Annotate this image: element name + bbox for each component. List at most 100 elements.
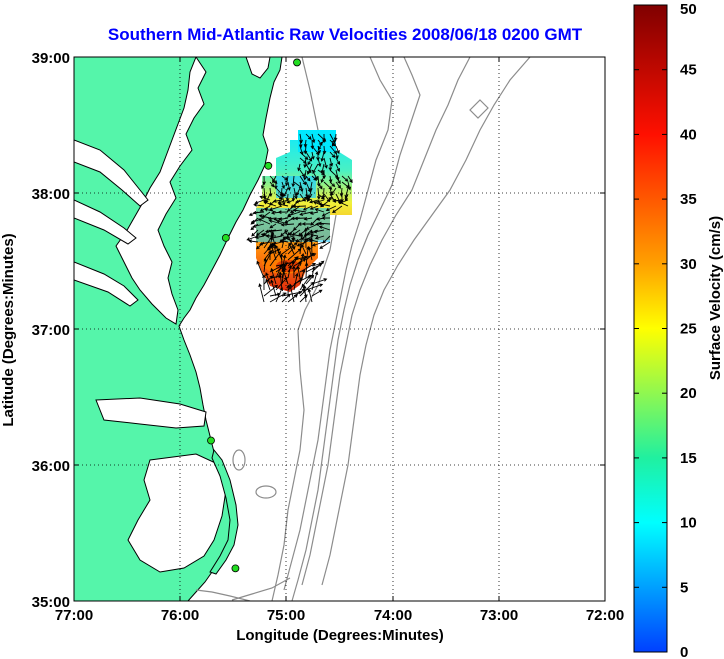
velocity-vector-arrow bbox=[248, 239, 259, 243]
velocity-vector-arrow bbox=[299, 181, 304, 193]
y-tick-label: 37:00 bbox=[32, 322, 70, 339]
velocity-vector-arrow bbox=[292, 265, 296, 279]
velocity-vector-arrow bbox=[337, 200, 349, 207]
velocity-vector-arrow bbox=[311, 241, 325, 247]
x-tick-label: 72:00 bbox=[586, 607, 624, 624]
plot-area bbox=[74, 57, 605, 601]
velocity-vector-arrow bbox=[280, 222, 295, 227]
velocity-vector-arrow bbox=[298, 139, 303, 149]
velocity-vector-arrow bbox=[335, 157, 341, 165]
velocity-vector-arrow bbox=[311, 175, 318, 181]
velocity-vector-arrow bbox=[292, 204, 307, 209]
albemarle-sound bbox=[95, 397, 207, 429]
velocity-vector-arrow bbox=[281, 181, 286, 190]
velocity-vector-arrow bbox=[317, 145, 321, 154]
velocity-vector-arrow bbox=[291, 193, 296, 202]
y-tick-label: 36:00 bbox=[32, 458, 70, 475]
velocity-vector-arrow bbox=[284, 229, 295, 249]
velocity-vector-arrow bbox=[270, 279, 277, 297]
velocity-cell-top bbox=[298, 130, 336, 152]
velocity-vector-arrow bbox=[323, 193, 331, 203]
velocity-vector-arrow bbox=[263, 200, 277, 207]
velocity-vector-arrow bbox=[302, 205, 313, 211]
velocity-vector-arrow bbox=[341, 181, 350, 189]
velocity-vector-arrow bbox=[304, 262, 309, 279]
x-axis: 77:00 76:00 75:00 74:00 73:00 72:00 Long… bbox=[55, 57, 624, 644]
radar-station-marker bbox=[221, 233, 230, 242]
velocity-vector-arrow bbox=[320, 151, 325, 162]
y-axis-label: Latitude (Degrees:Minutes) bbox=[0, 233, 17, 426]
velocity-vector-arrow bbox=[335, 181, 342, 189]
velocity-vector-arrow bbox=[277, 202, 289, 207]
colorbar-tick-label: 30 bbox=[680, 256, 697, 273]
velocity-vector-arrow bbox=[287, 264, 292, 279]
velocity-vector-arrow bbox=[305, 175, 311, 182]
velocity-vector-arrow bbox=[332, 205, 343, 214]
velocity-vector-arrow bbox=[303, 157, 307, 169]
x-tick-label: 74:00 bbox=[374, 607, 412, 624]
velocity-vector-arrow bbox=[316, 187, 321, 200]
velocity-vector-arrow bbox=[306, 193, 313, 202]
velocity-vector-arrow bbox=[305, 133, 312, 140]
velocity-vector-arrow bbox=[287, 248, 302, 261]
velocity-vector-arrow bbox=[269, 248, 281, 255]
y-tick-label: 35:00 bbox=[32, 594, 70, 611]
colorbar-tick-label: 15 bbox=[680, 450, 697, 467]
velocity-vector-arrow bbox=[262, 274, 266, 291]
delaware-bay bbox=[245, 57, 271, 79]
velocity-vector-arrow bbox=[313, 229, 325, 234]
velocity-vector-arrow bbox=[307, 288, 313, 303]
outer-banks bbox=[209, 448, 239, 575]
velocity-vector-arrow bbox=[302, 284, 307, 303]
colorbar-tick-label: 35 bbox=[680, 191, 697, 208]
velocity-vector-arrow bbox=[299, 169, 306, 178]
velocity-vector-arrow bbox=[283, 187, 289, 198]
grid-lines bbox=[74, 57, 605, 601]
x-tick-label: 76:00 bbox=[161, 607, 199, 624]
york-james-rivers bbox=[74, 261, 139, 307]
velocity-vector-arrow bbox=[281, 242, 298, 255]
velocity-vector-arrow bbox=[281, 236, 286, 249]
velocity-vector-arrow bbox=[258, 283, 265, 303]
y-tick-label: 38:00 bbox=[32, 186, 70, 203]
velocity-vector-arrow bbox=[303, 196, 313, 201]
velocity-vector-arrow bbox=[277, 210, 289, 214]
velocity-vector-arrow bbox=[299, 175, 307, 186]
velocity-vector-arrow bbox=[279, 239, 289, 243]
velocity-vector-arrow bbox=[344, 193, 349, 202]
velocity-vector-arrow bbox=[270, 244, 277, 261]
velocity-vector-arrow bbox=[275, 193, 283, 200]
velocity-vector-arrow bbox=[314, 235, 325, 240]
y-axis: 35:00 36:00 37:00 38:00 39:00 Latitude (… bbox=[0, 50, 605, 611]
velocity-vector-arrow bbox=[281, 290, 303, 297]
velocity-vector-arrow bbox=[309, 205, 319, 210]
colorbar-tick-label: 40 bbox=[680, 126, 697, 143]
velocity-vector-arrow bbox=[329, 157, 334, 167]
colorbar-tick-label: 5 bbox=[680, 579, 688, 596]
velocity-vector-arrow bbox=[259, 195, 271, 201]
velocity-vector-arrow bbox=[314, 208, 325, 213]
velocity-vector-arrow bbox=[269, 205, 283, 211]
velocity-vector-arrow bbox=[323, 157, 328, 169]
velocity-vector-arrow bbox=[317, 193, 325, 200]
velocity-vector-arrow bbox=[295, 187, 301, 197]
velocity-vector-arrow bbox=[303, 145, 308, 155]
y-tick-label: 39:00 bbox=[32, 50, 70, 67]
x-axis-label: Longitude (Degrees:Minutes) bbox=[236, 627, 444, 644]
velocity-vector-arrow bbox=[254, 235, 265, 240]
velocity-vector-arrow bbox=[303, 169, 307, 181]
velocity-vector-arrow bbox=[270, 267, 277, 285]
velocity-vector-arrow bbox=[287, 294, 298, 303]
velocity-vector-arrow bbox=[299, 281, 315, 297]
velocity-vector-arrow bbox=[335, 163, 340, 172]
velocity-vector-arrow bbox=[322, 145, 327, 155]
velocity-vector-arrow bbox=[299, 262, 317, 273]
velocity-vector-arrow bbox=[325, 205, 337, 212]
velocity-vector-arrow bbox=[347, 175, 353, 184]
velocity-vector-arrow bbox=[329, 151, 336, 158]
velocity-vector-arrow bbox=[311, 278, 328, 285]
potomac-river bbox=[74, 139, 149, 207]
velocity-vector-arrow bbox=[268, 229, 283, 234]
radar-station-marker bbox=[207, 436, 215, 445]
